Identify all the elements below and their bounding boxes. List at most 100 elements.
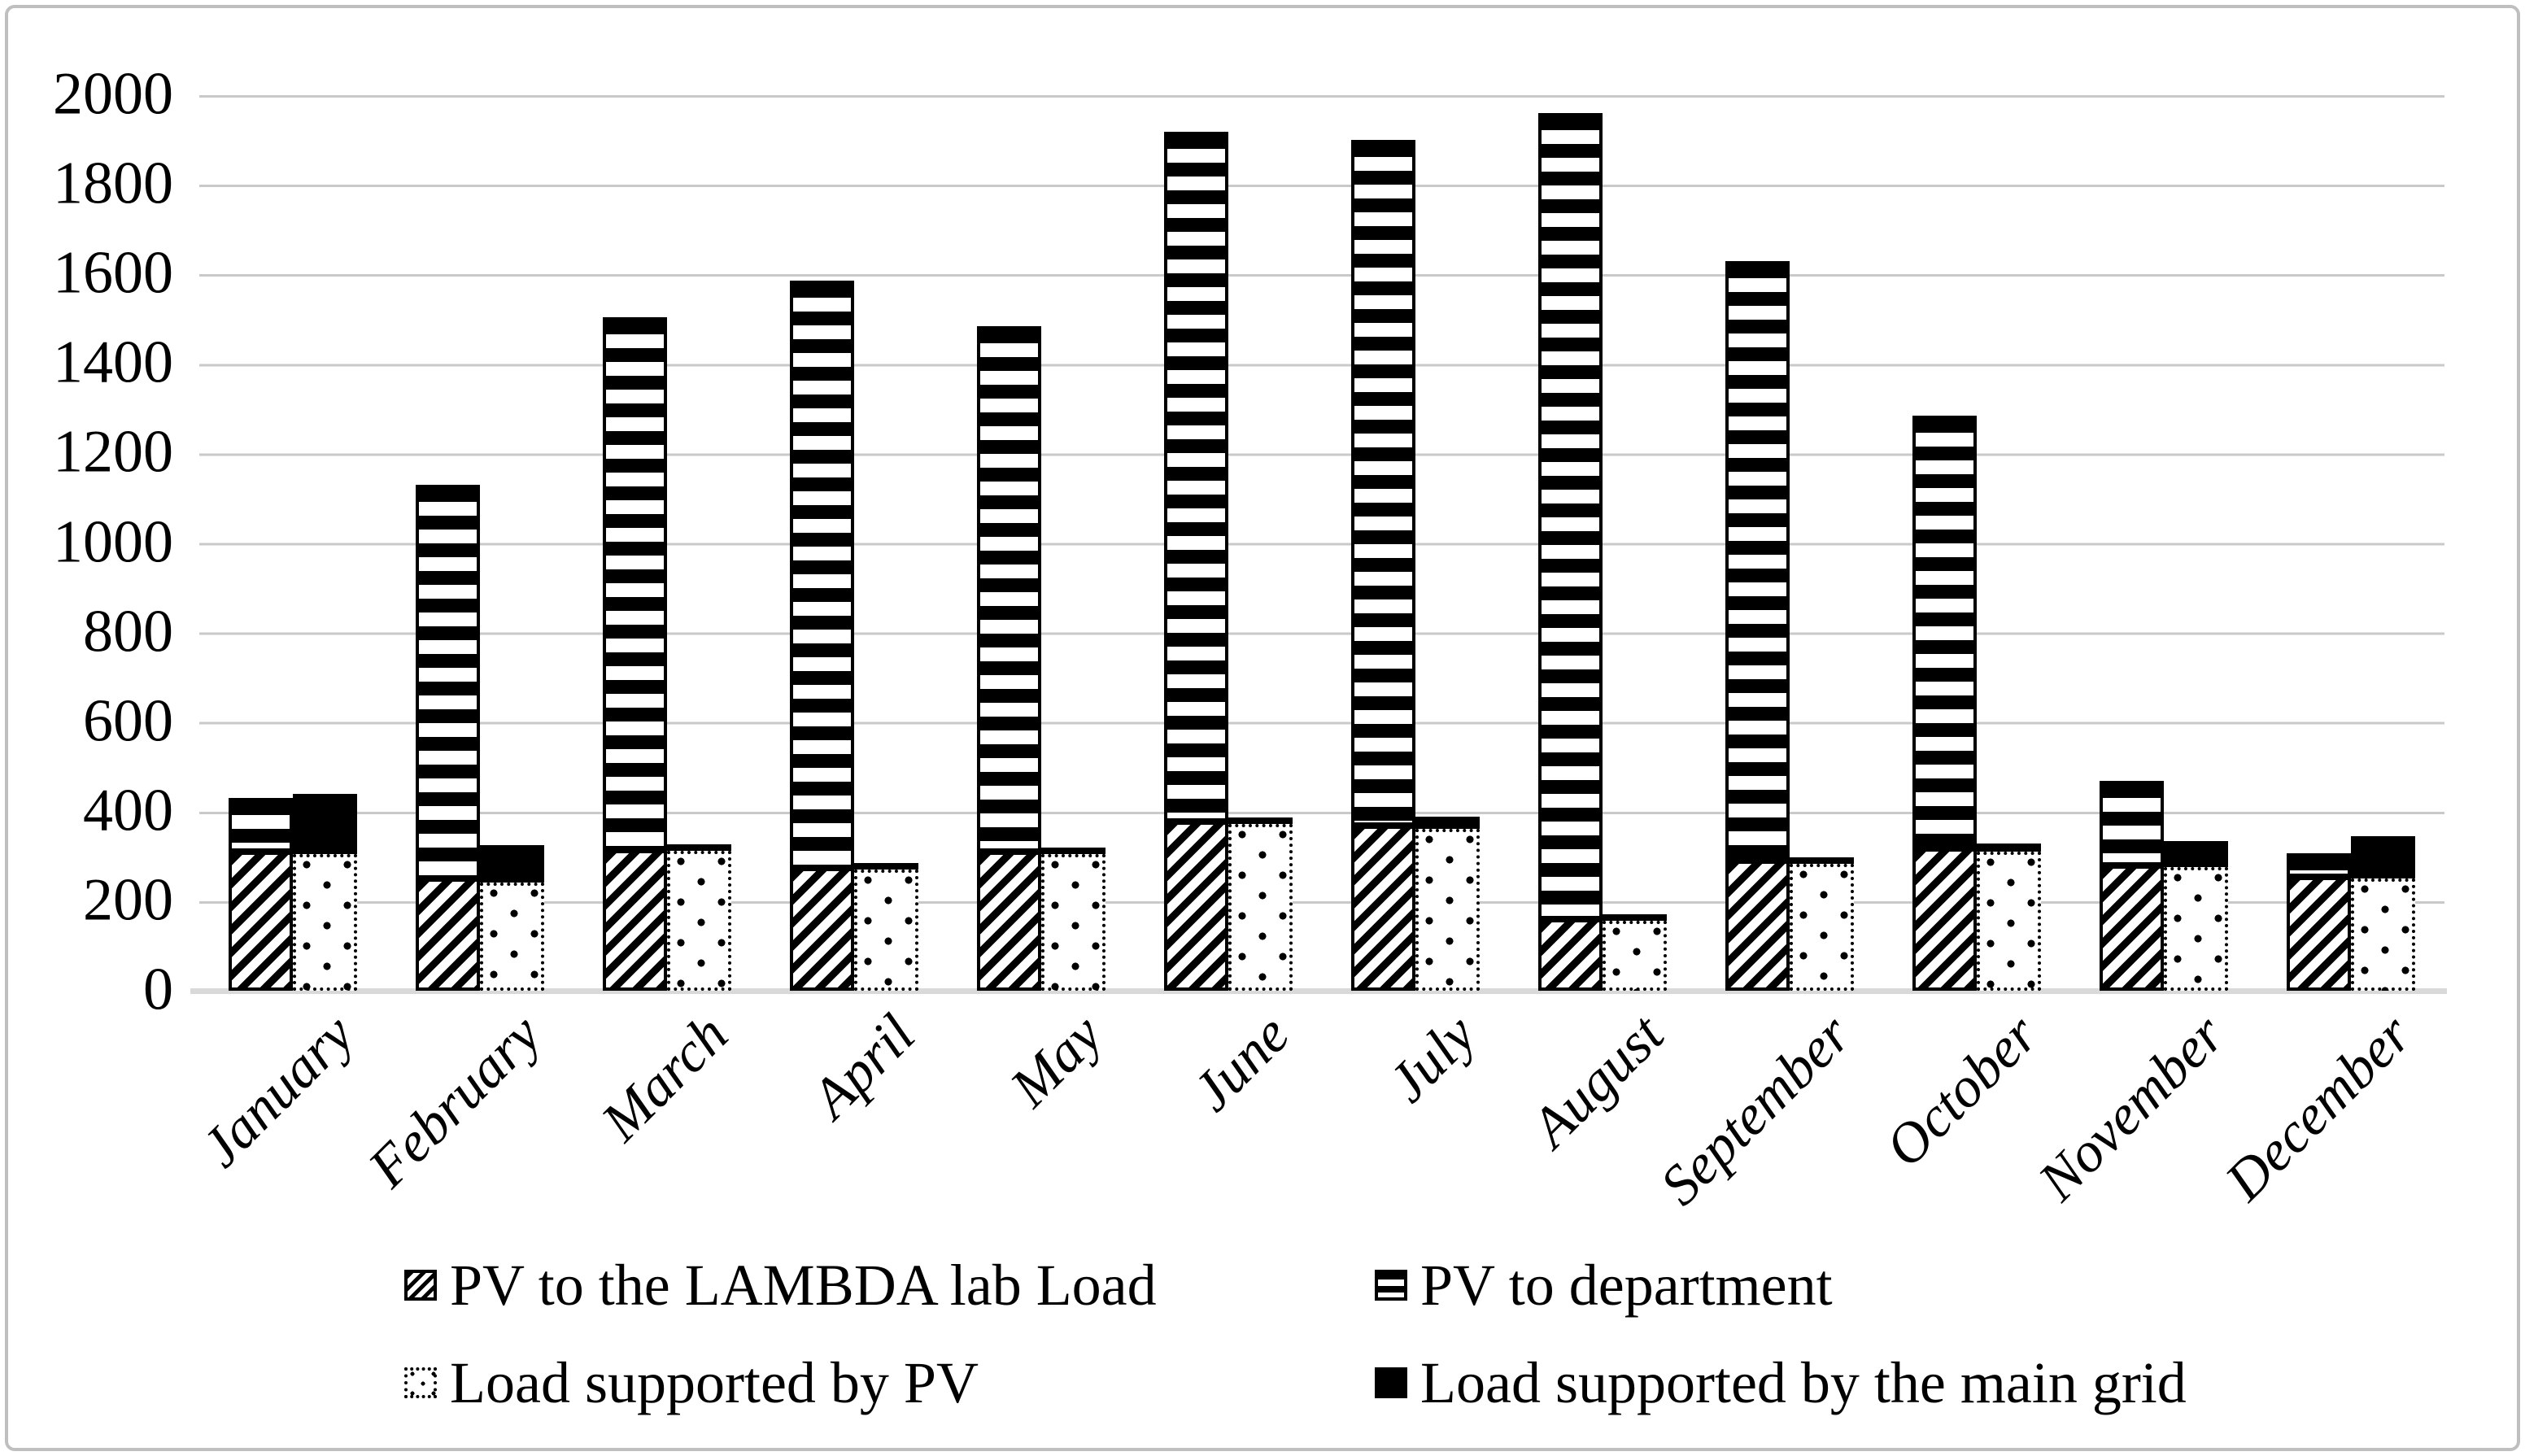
segment-solid — [1415, 817, 1480, 829]
x-axis-label-july: July — [1376, 1003, 1489, 1115]
y-tick-label-0: 0 — [143, 956, 173, 1023]
month-group-may — [948, 95, 1135, 991]
legend-label: Load supported by the main grid — [1420, 1350, 2187, 1415]
x-axis-label-august: August — [1519, 1003, 1676, 1160]
bar-june-stack1 — [1164, 95, 1228, 991]
legend-item-load-by-pv: Load supported by PV — [404, 1349, 979, 1417]
segment-solid — [2164, 841, 2228, 868]
segment-hatch — [603, 849, 667, 991]
x-axis-label-january: January — [189, 1003, 366, 1179]
segment-solid — [1977, 844, 2041, 852]
segment-stripes — [1725, 260, 1790, 861]
y-tick-label-1200: 1200 — [53, 418, 173, 486]
legend-item-pv-department: PV to department — [1375, 1251, 1833, 1319]
segment-stripes — [416, 484, 480, 879]
y-tick-label-800: 800 — [83, 598, 173, 665]
segment-dots — [2351, 878, 2415, 991]
bar-may-stack1 — [977, 95, 1041, 991]
segment-stripes — [977, 325, 1041, 852]
bar-november-stack1 — [2100, 95, 2164, 991]
bar-march-stack2 — [667, 95, 731, 991]
segment-dots — [1041, 854, 1106, 991]
month-group-october — [1883, 95, 2070, 991]
bars-layer — [199, 95, 2444, 991]
bar-november-stack2 — [2164, 95, 2228, 991]
y-tick-label-400: 400 — [83, 777, 173, 844]
bar-september-stack2 — [1790, 95, 1854, 991]
segment-dots — [1415, 828, 1480, 991]
segment-dots — [1603, 920, 1667, 991]
segment-solid — [1790, 857, 1854, 865]
x-axis-label-november: November — [2026, 1003, 2237, 1214]
segment-solid — [1041, 847, 1106, 855]
segment-stripes — [1912, 415, 1977, 848]
month-group-march — [573, 95, 761, 991]
segment-stripes — [603, 316, 667, 850]
diagonal-hatch-swatch-icon — [404, 1270, 437, 1301]
segment-hatch — [2287, 876, 2351, 991]
segment-hatch — [977, 852, 1041, 991]
y-tick-label-1600: 1600 — [53, 239, 173, 307]
y-tick-label-1400: 1400 — [53, 329, 173, 396]
segment-solid — [854, 863, 918, 870]
segment-stripes — [2287, 853, 2351, 877]
bar-february-stack2 — [480, 95, 544, 991]
segment-stripes — [1538, 113, 1603, 919]
dots-swatch-icon — [404, 1367, 437, 1398]
month-group-june — [1135, 95, 1322, 991]
segment-solid — [1228, 817, 1293, 825]
segment-stripes — [1164, 132, 1228, 822]
x-axis-label-march: March — [590, 1003, 740, 1153]
segment-dots — [854, 870, 918, 991]
bar-august-stack1 — [1538, 95, 1603, 991]
segment-hatch — [229, 852, 293, 991]
segment-solid — [667, 844, 731, 851]
segment-dots — [480, 882, 544, 991]
segment-hatch — [1912, 848, 1977, 991]
legend-label: Load supported by PV — [450, 1350, 979, 1415]
x-axis-label-june: June — [1180, 1003, 1302, 1124]
legend-row-2: Load supported by PV Load supported by t… — [0, 1349, 2525, 1417]
segment-dots — [1228, 824, 1293, 991]
segment-solid — [293, 793, 357, 855]
y-tick-label-1800: 1800 — [53, 150, 173, 217]
x-axis-label-february: February — [356, 1003, 553, 1200]
bar-july-stack1 — [1351, 95, 1415, 991]
month-group-august — [1509, 95, 1696, 991]
legend-row-1: PV to the LAMBDA lab Load PV to departme… — [0, 1251, 2525, 1319]
segment-hatch — [2100, 865, 2164, 991]
plot-area — [199, 95, 2444, 991]
x-axis: January February March April May June July Augu… — [190, 994, 2444, 1262]
month-group-february — [386, 95, 573, 991]
segment-hatch — [1164, 821, 1228, 991]
bar-december-stack1 — [2287, 95, 2351, 991]
bar-october-stack1 — [1912, 95, 1977, 991]
bar-april-stack1 — [790, 95, 854, 991]
bar-september-stack1 — [1725, 95, 1790, 991]
segment-stripes — [2100, 781, 2164, 865]
legend-item-pv-lab-load: PV to the LAMBDA lab Load — [404, 1251, 1157, 1319]
segment-solid — [480, 845, 544, 883]
y-tick-label-2000: 2000 — [53, 60, 173, 128]
segment-dots — [1790, 864, 1854, 991]
bar-may-stack2 — [1041, 95, 1106, 991]
month-group-december — [2257, 95, 2444, 991]
x-axis-line — [190, 988, 2447, 994]
segment-stripes — [1351, 140, 1415, 826]
month-group-april — [761, 95, 948, 991]
bar-january-stack1 — [229, 95, 293, 991]
bar-february-stack1 — [416, 95, 480, 991]
segment-dots — [1977, 852, 2041, 991]
bar-october-stack2 — [1977, 95, 2041, 991]
bar-april-stack2 — [854, 95, 918, 991]
x-axis-label-september: September — [1648, 1003, 1863, 1218]
bar-march-stack1 — [603, 95, 667, 991]
legend-item-load-by-main-grid: Load supported by the main grid — [1375, 1349, 2187, 1417]
segment-solid — [2351, 835, 2415, 878]
legend-label: PV to the LAMBDA lab Load — [450, 1253, 1157, 1318]
segment-hatch — [416, 878, 480, 991]
segment-dots — [2164, 867, 2228, 991]
segment-stripes — [790, 281, 854, 868]
y-tick-label-1000: 1000 — [53, 508, 173, 576]
